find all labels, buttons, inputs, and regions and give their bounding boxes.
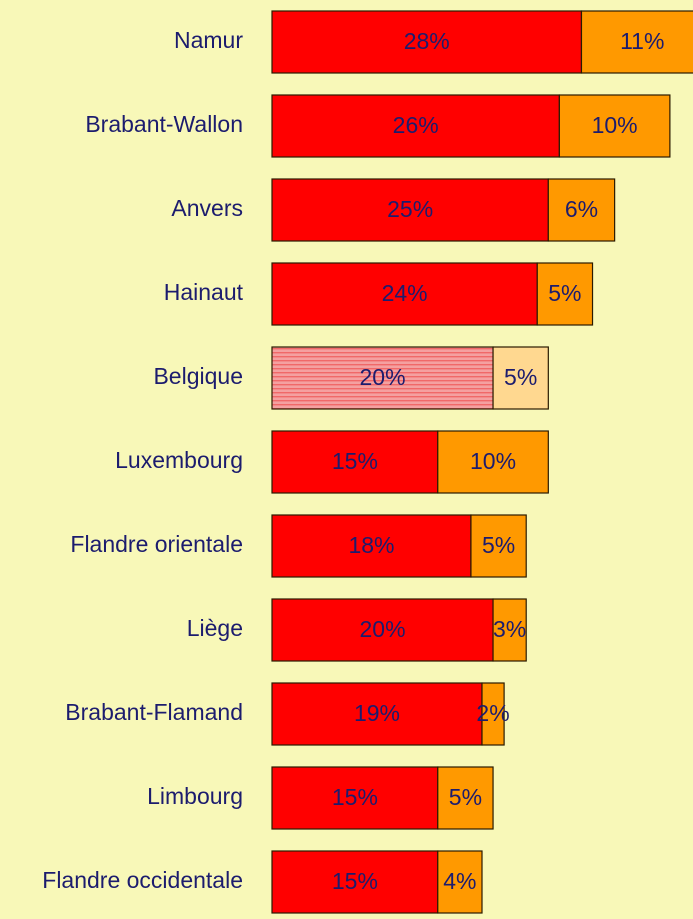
category-label: Flandre orientale <box>70 531 243 557</box>
bar-segment <box>271 94 560 158</box>
value-label: 10% <box>470 448 516 474</box>
value-label: 10% <box>592 112 638 138</box>
category-label: Belgique <box>153 363 243 389</box>
value-label: 26% <box>393 112 439 138</box>
value-label: 15% <box>332 784 378 810</box>
value-label: 5% <box>449 784 482 810</box>
category-label: Hainaut <box>164 279 244 305</box>
value-label: 15% <box>332 868 378 894</box>
bar-segment <box>536 262 594 326</box>
value-label: 28% <box>404 28 450 54</box>
category-label: Namur <box>174 27 243 53</box>
category-label: Brabant-Flamand <box>65 699 243 725</box>
value-label: 20% <box>360 616 406 642</box>
bar-segment <box>481 682 505 746</box>
value-label: 18% <box>348 532 394 558</box>
value-label: 6% <box>565 196 598 222</box>
bar-segment <box>271 598 494 662</box>
bar-segment <box>558 94 671 158</box>
value-label: 5% <box>548 280 581 306</box>
category-label: Brabant-Wallon <box>85 111 243 137</box>
bar-segment <box>470 514 527 578</box>
bar-segment <box>437 850 483 914</box>
bar-segment <box>437 766 494 830</box>
value-label: 11% <box>620 28 664 54</box>
value-label: 20% <box>360 364 406 390</box>
bar-segment <box>271 766 439 830</box>
category-label: Luxembourg <box>115 447 243 473</box>
category-label: Flandre occidentale <box>42 867 243 893</box>
bar-segment <box>437 430 549 494</box>
bar-segment <box>271 430 439 494</box>
value-label: 15% <box>332 448 378 474</box>
bar-segment <box>271 514 472 578</box>
category-label: Liège <box>187 615 243 641</box>
bar-segment <box>271 850 439 914</box>
bar-segment <box>271 682 483 746</box>
value-label: 5% <box>504 364 537 390</box>
bar-segment <box>580 10 693 74</box>
value-label: 25% <box>387 196 433 222</box>
bar-segment <box>271 10 583 74</box>
value-label: 4% <box>443 868 476 894</box>
value-label: 19% <box>354 700 400 726</box>
bar-segment <box>492 598 527 662</box>
value-label: 24% <box>382 280 428 306</box>
bar-segment <box>271 262 538 326</box>
bar-segment <box>547 178 616 242</box>
bar-segment <box>492 346 549 410</box>
value-label: 2% <box>476 700 509 726</box>
value-label: 3% <box>493 616 526 642</box>
category-label: Anvers <box>171 195 243 221</box>
bar-segment <box>271 178 549 242</box>
value-label: 5% <box>482 532 515 558</box>
category-label: Limbourg <box>147 783 243 809</box>
